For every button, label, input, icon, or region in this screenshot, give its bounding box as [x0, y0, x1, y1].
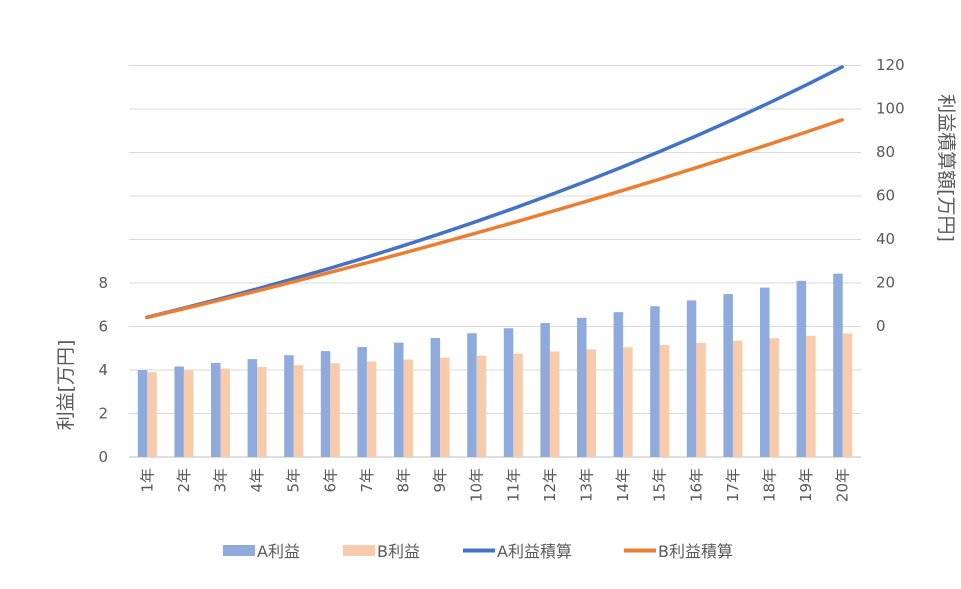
- bar-A利益: [503, 328, 514, 457]
- x-tick-label: 14年: [614, 468, 632, 502]
- x-tick-label: 3年: [212, 468, 230, 493]
- right-tick-label: 100: [876, 100, 905, 118]
- right-tick-label: 80: [876, 143, 895, 161]
- bar-B利益: [440, 357, 450, 457]
- x-tick-label: 5年: [285, 468, 303, 493]
- bar-B利益: [257, 366, 267, 457]
- x-tick-label: 12年: [541, 468, 559, 502]
- x-tick-label: 11年: [504, 468, 522, 502]
- bar-A利益: [394, 342, 404, 457]
- bar-B利益: [220, 368, 230, 457]
- bar-A利益: [650, 306, 660, 457]
- legend-label-B利益: B利益: [377, 542, 420, 561]
- bar-A利益: [833, 273, 843, 457]
- right-tick-label: 0: [876, 317, 886, 335]
- x-tick-label: 1年: [138, 468, 156, 493]
- bar-A利益: [284, 355, 294, 457]
- left-axis-ticks: 0 2 4 6 8: [98, 274, 108, 466]
- bar-A利益: [357, 346, 367, 457]
- legend-label-B利益積算: B利益積算: [658, 542, 733, 561]
- bar-A利益: [320, 351, 331, 457]
- bar-B利益: [147, 372, 157, 457]
- bar-B利益: [513, 353, 523, 457]
- bar-A利益: [577, 317, 587, 457]
- bar-A利益: [174, 366, 184, 457]
- bar-B利益: [330, 363, 340, 457]
- x-tick-label: 6年: [321, 468, 339, 493]
- x-tick-label: 7年: [358, 468, 376, 493]
- x-tick-label: 17年: [724, 468, 742, 502]
- bar-B利益: [732, 340, 743, 457]
- left-tick-label: 4: [98, 361, 108, 379]
- x-tick-label: 2年: [175, 468, 193, 493]
- bar-A利益: [540, 323, 550, 457]
- x-tick-label: 20年: [834, 468, 852, 502]
- legend-label-A利益積算: A利益積算: [497, 542, 572, 561]
- bar-B利益: [623, 347, 633, 457]
- bar-A利益: [796, 280, 807, 457]
- x-tick-label: 4年: [248, 468, 266, 493]
- gridlines: [129, 65, 861, 458]
- x-tick-label: 19年: [797, 468, 815, 502]
- x-tick-label: 16年: [687, 468, 705, 502]
- bar-A利益: [137, 370, 148, 457]
- legend-swatch-A利益: [223, 545, 255, 556]
- line-A利益積算: [145, 65, 844, 320]
- bar-A利益: [211, 362, 221, 457]
- bar-A利益: [430, 338, 441, 457]
- bar-A利益: [247, 359, 258, 457]
- bar-B利益: [659, 344, 670, 457]
- bar-B利益: [549, 351, 560, 457]
- left-tick-label: 8: [98, 274, 108, 292]
- x-tick-label: 10年: [468, 468, 486, 502]
- right-tick-label: 120: [876, 56, 905, 74]
- left-axis-title: 利益[万円]: [55, 340, 77, 431]
- bar-A利益: [686, 300, 697, 457]
- x-tick-label: 18年: [761, 468, 779, 502]
- right-tick-label: 60: [876, 187, 895, 205]
- bar-B利益: [476, 355, 487, 457]
- x-tick-label: 13年: [578, 468, 596, 502]
- bar-A利益: [467, 333, 477, 457]
- line-series: [145, 65, 844, 320]
- bar-B利益: [366, 361, 377, 457]
- legend: A利益 B利益 A利益積算 B利益積算: [223, 542, 733, 561]
- right-axis-ticks: 0 20 40 60 80 100 120: [876, 56, 905, 335]
- x-axis-ticks: 1年 2年 3年 4年 5年 6年 7年 8年 9年 10年 11年 12年 13年 14年 15年 16年 1…: [138, 468, 851, 502]
- bar-A利益: [760, 287, 770, 457]
- bar-B利益: [842, 333, 853, 457]
- bar-B利益: [696, 342, 706, 457]
- bar-A利益: [723, 294, 733, 457]
- bar-B利益: [806, 335, 816, 457]
- left-tick-label: 0: [98, 448, 108, 466]
- bar-B利益: [183, 370, 194, 457]
- bar-A利益: [613, 312, 624, 457]
- line-B利益積算: [145, 118, 844, 320]
- legend-label-A利益: A利益: [257, 542, 300, 561]
- right-tick-label: 40: [876, 230, 895, 248]
- left-tick-label: 6: [98, 318, 108, 336]
- left-tick-label: 2: [98, 405, 108, 423]
- bar-series: [137, 273, 853, 457]
- bar-B利益: [769, 338, 779, 457]
- bar-B利益: [403, 359, 413, 457]
- bar-B利益: [586, 349, 596, 457]
- legend-swatch-B利益: [343, 545, 375, 556]
- x-tick-label: 9年: [431, 468, 449, 493]
- bar-B利益: [293, 365, 304, 457]
- x-tick-label: 15年: [651, 468, 669, 502]
- right-axis-title: 利益積算額[万円]: [935, 94, 957, 242]
- right-tick-label: 20: [876, 274, 895, 292]
- x-tick-label: 8年: [395, 468, 413, 493]
